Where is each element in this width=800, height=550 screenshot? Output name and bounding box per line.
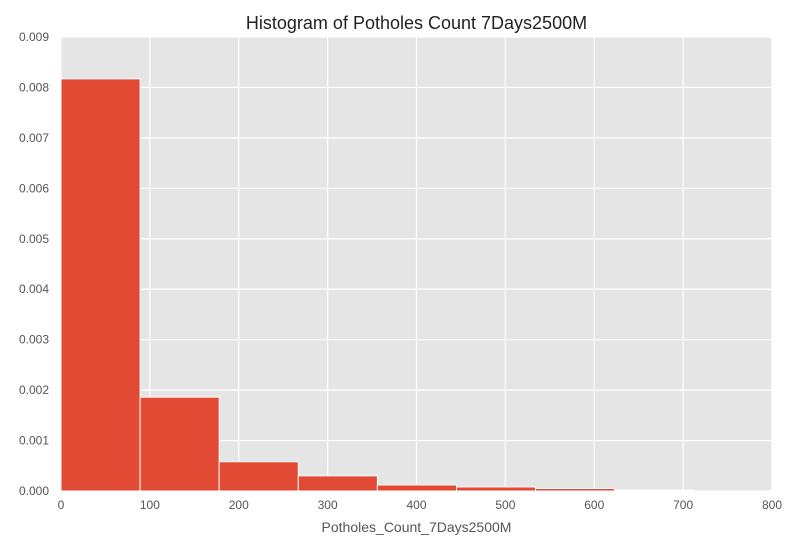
histogram-bar [139, 396, 220, 492]
histogram-bar [376, 484, 457, 492]
y-tick-label: 0.004 [19, 282, 49, 296]
x-tick-label: 400 [406, 498, 426, 512]
histogram-bar [297, 475, 378, 492]
histogram-bar [535, 487, 616, 492]
histogram-bar [614, 489, 695, 492]
histogram-bar [218, 461, 299, 492]
x-tick-label: 600 [584, 498, 604, 512]
x-axis-ticks: 0 100 200 300 400 500 600 700 800 [58, 498, 783, 512]
y-tick-label: 0.002 [19, 383, 49, 397]
y-tick-label: 0.008 [19, 80, 49, 94]
y-tick-label: 0.007 [19, 131, 49, 145]
histogram-bar [60, 78, 141, 492]
x-tick-label: 200 [229, 498, 249, 512]
y-tick-label: 0.001 [19, 434, 49, 448]
histogram-bars [60, 78, 695, 492]
x-tick-label: 0 [58, 498, 65, 512]
y-tick-label: 0.000 [19, 484, 49, 498]
x-tick-label: 500 [495, 498, 515, 512]
y-tick-label: 0.005 [19, 232, 49, 246]
y-tick-label: 0.006 [19, 181, 49, 195]
x-axis-label: Potholes_Count_7Days2500M [322, 519, 512, 535]
x-tick-label: 800 [762, 498, 782, 512]
x-tick-label: 300 [318, 498, 338, 512]
y-tick-label: 0.003 [19, 333, 49, 347]
x-tick-label: 100 [140, 498, 160, 512]
y-tick-label: 0.009 [19, 30, 49, 44]
chart-title: Histogram of Potholes Count 7Days2500M [246, 13, 587, 33]
y-axis-ticks: 0.000 0.001 0.002 0.003 0.004 0.005 0.006 0.007… [19, 30, 49, 498]
x-tick-label: 700 [673, 498, 693, 512]
histogram-bar [455, 486, 537, 492]
